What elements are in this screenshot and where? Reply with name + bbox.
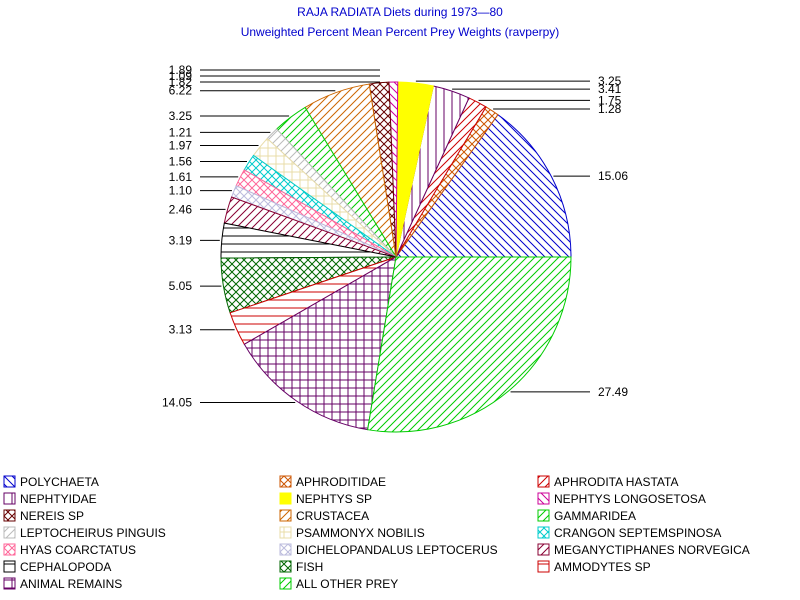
legend-label: MEGANYCTIPHANES NORVEGICA [554, 543, 750, 557]
legend-swatch [279, 577, 292, 590]
legend-label: NEREIS SP [20, 509, 84, 523]
slice-value-label: 1.10 [169, 184, 193, 198]
slice-value-label: 1.21 [169, 125, 193, 139]
slice-value-label: 6.22 [169, 84, 193, 98]
legend-swatch [279, 543, 292, 556]
slice-value-label: 3.19 [169, 233, 193, 247]
slice-value-label: 5.05 [169, 279, 193, 293]
pie-slice-polychaeta [395, 113, 572, 258]
legend-swatch [279, 526, 292, 539]
legend-label: CRUSTACEA [296, 509, 369, 523]
legend-swatch [279, 475, 292, 488]
legend-swatch [537, 475, 550, 488]
legend-swatch [3, 526, 16, 539]
slice-value-label: 3.13 [169, 323, 193, 337]
legend-swatch [3, 509, 16, 522]
slice-value-label: 1.89 [169, 63, 193, 77]
legend-label: ANIMAL REMAINS [20, 577, 122, 591]
slice-value-label: 1.61 [169, 170, 193, 184]
slice-value-label: 2.46 [169, 202, 193, 216]
legend-swatch [537, 560, 550, 573]
pie-slice-all-other-prey [367, 256, 572, 433]
legend-label: APHRODITA HASTATA [554, 475, 678, 489]
slice-value-label: 15.06 [598, 169, 628, 183]
legend-label: PSAMMONYX NOBILIS [296, 526, 425, 540]
chart-title: RAJA RADIATA Diets during 1973—80 [297, 5, 503, 19]
slice-value-label: 3.25 [598, 74, 622, 88]
pie-slice-animal-remains [243, 256, 397, 431]
legend-label: AMMODYTES SP [554, 560, 651, 574]
slice-value-label: 3.41 [598, 82, 622, 96]
legend-label: APHRODITIDAE [296, 475, 386, 489]
legend-swatch [279, 509, 292, 522]
legend-label: ALL OTHER PREY [296, 577, 398, 591]
legend-swatch [3, 560, 16, 573]
legend-label: NEPHTYS SP [296, 492, 372, 506]
legend-label: NEPHTYIDAE [20, 492, 97, 506]
legend: POLYCHAETA APHRODITIDAE APHRODITA HASTATA N… [3, 475, 750, 591]
legend-swatch [279, 492, 292, 505]
legend-label: HYAS COARCTATUS [20, 543, 136, 557]
legend-swatch [537, 492, 550, 505]
slice-value-label: 1.56 [169, 154, 193, 168]
pie-slices [220, 81, 572, 433]
slice-value-label: 1.82 [169, 75, 193, 89]
slice-labels: 15.061.281.753.413.256.223.251.211.971.5… [162, 63, 628, 410]
legend-swatch [3, 577, 16, 590]
legend-label: GAMMARIDEA [554, 509, 636, 523]
legend-label: LEPTOCHEIRUS PINGUIS [20, 526, 166, 540]
chart-subtitle: Unweighted Percent Mean Percent Prey Wei… [241, 25, 560, 39]
legend-label: FISH [296, 560, 323, 574]
slice-value-label: 1.09 [169, 69, 193, 83]
legend-swatch [279, 560, 292, 573]
slice-value-label: 1.97 [169, 139, 193, 153]
legend-label: CEPHALOPODA [20, 560, 111, 574]
legend-swatch [537, 526, 550, 539]
legend-swatch [537, 543, 550, 556]
legend-label: DICHELOPANDALUS LEPTOCERUS [296, 543, 498, 557]
legend-swatch [3, 543, 16, 556]
slice-value-label: 3.25 [169, 109, 193, 123]
legend-label: NEPHTYS LONGOSETOSA [554, 492, 706, 506]
slice-value-label: 14.05 [162, 396, 192, 410]
legend-label: POLYCHAETA [20, 475, 99, 489]
legend-label: CRANGON SEPTEMSPINOSA [554, 526, 721, 540]
slice-value-label: 1.28 [598, 102, 622, 116]
legend-swatch [3, 475, 16, 488]
legend-swatch [537, 509, 550, 522]
slice-value-label: 27.49 [598, 385, 628, 399]
slice-value-label: 1.75 [598, 93, 622, 107]
legend-swatch [3, 492, 16, 505]
